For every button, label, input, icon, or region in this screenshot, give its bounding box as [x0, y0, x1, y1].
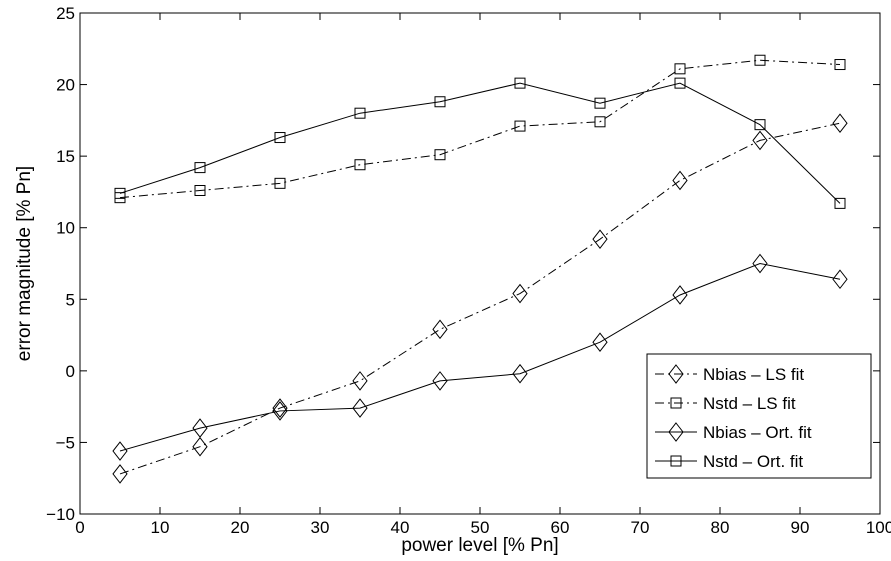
x-tick-label: 20: [231, 518, 250, 537]
data-point: [672, 170, 688, 191]
data-point: [272, 401, 288, 421]
data-point: [512, 363, 528, 384]
legend-marker: [668, 364, 684, 384]
data-point: [832, 269, 848, 290]
data-point: [674, 77, 686, 89]
data-point: [514, 120, 526, 132]
legend-box: [646, 353, 872, 479]
legend-item: Nstd – LS fit: [655, 394, 796, 413]
data-point: [354, 107, 366, 119]
data-point: [594, 97, 606, 109]
data-point: [674, 63, 686, 75]
data-point: [834, 59, 846, 71]
legend-label: Nbias – LS fit: [703, 365, 804, 384]
data-point: [434, 149, 446, 161]
data-point: [434, 96, 446, 108]
legend-marker: [670, 397, 682, 409]
data-point: [274, 177, 286, 189]
series-line: [119, 262, 841, 452]
x-tick-label: 80: [711, 518, 730, 537]
series-4: [114, 77, 846, 209]
series-layer: [112, 54, 848, 484]
data-point: [432, 371, 448, 391]
data-point: [592, 332, 608, 353]
data-point: [354, 159, 366, 171]
data-point: [432, 319, 448, 340]
data-point: [112, 464, 128, 484]
data-point: [754, 54, 766, 66]
legend-item: Nstd – Ort. fit: [655, 452, 803, 471]
y-tick-label: 15: [56, 147, 75, 166]
data-point: [112, 441, 128, 461]
y-tick-label: 20: [56, 76, 75, 95]
series-3: [112, 253, 848, 461]
x-tick-label: 100: [866, 518, 891, 537]
x-tick-label: 0: [75, 518, 84, 537]
legend-marker: [670, 455, 682, 467]
legend-label: Nstd – LS fit: [703, 394, 796, 413]
series-1: [112, 113, 848, 484]
data-point: [752, 130, 768, 151]
data-point: [192, 436, 208, 457]
x-tick-label: 70: [631, 518, 650, 537]
legend-label: Nbias – Ort. fit: [703, 423, 812, 442]
data-point: [114, 187, 126, 199]
legend: Nbias – LS fit Nstd – LS fit Nbias – Ort. …: [646, 353, 872, 479]
data-point: [834, 197, 846, 209]
y-tick-label: 0: [66, 362, 75, 381]
series-2: [114, 54, 846, 204]
x-tick-label: 60: [551, 518, 570, 537]
legend-item: Nbias – Ort. fit: [655, 422, 812, 442]
data-point: [832, 113, 848, 134]
data-point: [274, 132, 286, 144]
y-tick-label: 10: [56, 219, 75, 238]
data-point: [592, 229, 608, 249]
data-point: [512, 283, 528, 304]
x-tick-label: 40: [391, 518, 410, 537]
data-point: [352, 371, 368, 391]
series-line: [119, 122, 841, 475]
data-point: [514, 77, 526, 89]
data-point: [272, 398, 288, 418]
x-tick-label: 30: [311, 518, 330, 537]
data-point: [754, 119, 766, 131]
series-line: [119, 59, 841, 199]
legend-marker: [668, 422, 684, 442]
data-point: [672, 285, 688, 305]
x-axis-label: power level [% Pn]: [401, 535, 558, 556]
data-point: [752, 253, 768, 274]
ticks-layer: 0 10 20 30 40 50 60 70 80 90 100 −10 −5 0 5 10 15 20 25: [46, 4, 891, 537]
data-point: [352, 398, 368, 418]
y-axis-label: error magnitude [% Pn]: [14, 166, 35, 361]
y-tick-label: 25: [56, 4, 75, 23]
legend-label: Nstd – Ort. fit: [703, 452, 803, 471]
legend-item: Nbias – LS fit: [655, 364, 804, 384]
y-tick-label: 5: [66, 290, 75, 309]
data-point: [192, 418, 208, 438]
y-tick-label: −5: [56, 433, 75, 452]
data-point: [594, 116, 606, 128]
x-tick-label: 90: [791, 518, 810, 537]
data-point: [194, 162, 206, 174]
x-tick-label: 50: [471, 518, 490, 537]
x-tick-label: 10: [151, 518, 170, 537]
series-line: [119, 82, 841, 204]
data-point: [194, 184, 206, 196]
y-tick-label: −10: [46, 505, 75, 524]
